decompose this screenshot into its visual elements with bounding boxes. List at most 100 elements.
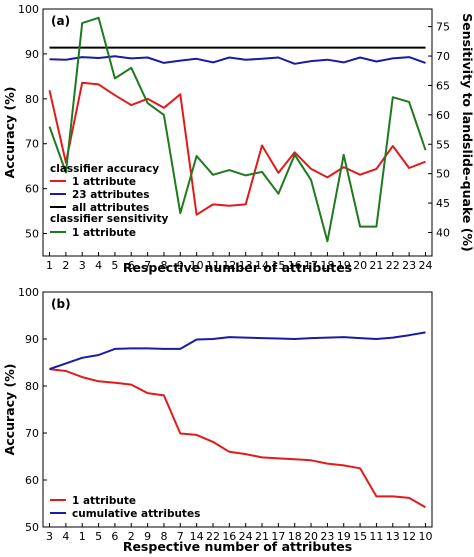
x-tick-label: 16 xyxy=(222,530,236,543)
panel-a-y2-axis-label: Sensitivity to landslide-quake (%) xyxy=(460,13,474,251)
series-cumulative-attributes-line xyxy=(49,331,426,371)
panel-a-y-axis-label: Accuracy (%) xyxy=(2,87,17,179)
panel-a-x-axis-label: Respective number of attributes xyxy=(123,260,352,275)
y2-tick-label: 50 xyxy=(436,168,450,181)
x-tick-label: 10 xyxy=(190,259,204,272)
panel-b-label: (b) xyxy=(51,297,71,311)
x-tick-label: 8 xyxy=(160,530,167,543)
y2-tick-label: 45 xyxy=(436,197,450,210)
panel-b-series-lines xyxy=(49,331,426,509)
y-tick-label: 50 xyxy=(25,521,39,534)
x-tick-label: 6 xyxy=(128,259,135,272)
x-tick-label: 20 xyxy=(353,259,367,272)
legend-heading-classifier-sensitivity: classifier sensitivity xyxy=(50,213,169,225)
x-tick-label: 21 xyxy=(369,259,383,272)
x-tick-label: 1 xyxy=(46,259,53,272)
x-tick-label: 4 xyxy=(95,259,102,272)
panel-b-x-axis-ticks: 3 4 1 5 6 2 9 8 7 14 22 16 24 21 17 18 20 23 19 15 11 13 12 10 xyxy=(46,523,432,543)
panel-a-plot-frame xyxy=(42,8,433,257)
panel-a-y2-axis-ticks: 40 45 50 55 60 65 70 75 xyxy=(428,21,450,239)
x-tick-label: 15 xyxy=(353,530,367,543)
x-tick-label: 15 xyxy=(271,259,285,272)
x-tick-label: 3 xyxy=(79,259,86,272)
series-1-attribute-sensitivity-line xyxy=(48,16,427,243)
panel-a-x-axis-ticks: 1 2 3 4 5 6 7 8 9 10 11 12 13 14 15 16 17 18 19 20 21 22 23 24 xyxy=(46,252,432,272)
y-tick-label: 90 xyxy=(25,333,39,346)
x-tick-label: 9 xyxy=(144,530,151,543)
panel-a-legend: classifier accuracy 1 attribute 23 attri… xyxy=(50,163,169,239)
y2-tick-label: 55 xyxy=(436,138,450,151)
x-tick-label: 13 xyxy=(239,259,253,272)
x-tick-label: 17 xyxy=(271,530,285,543)
x-tick-label: 19 xyxy=(337,530,351,543)
x-tick-label: 10 xyxy=(418,530,432,543)
x-tick-label: 11 xyxy=(369,530,383,543)
y-tick-label: 50 xyxy=(25,228,39,241)
x-tick-label: 23 xyxy=(402,259,416,272)
x-tick-label: 19 xyxy=(337,259,351,272)
panel-a-series-lines xyxy=(48,16,427,243)
legend-label-1-attribute-red: 1 attribute xyxy=(72,176,136,188)
panel-b-x-axis-label: Respective number of attributes xyxy=(123,539,352,554)
x-tick-label: 16 xyxy=(288,259,302,272)
legend-label-cumulative-attributes: cumulative attributes xyxy=(72,508,200,520)
x-tick-label: 24 xyxy=(418,259,432,272)
x-tick-label: 5 xyxy=(95,530,102,543)
panel-b-plot-frame xyxy=(42,291,433,528)
x-tick-label: 11 xyxy=(206,259,220,272)
panel-a-y-axis-ticks: 50 60 70 80 90 100 xyxy=(18,3,47,241)
y-tick-label: 100 xyxy=(18,286,39,299)
panel-a-label: (a) xyxy=(51,14,70,28)
panel-b-y-axis-label: Accuracy (%) xyxy=(2,364,17,456)
x-tick-label: 20 xyxy=(304,530,318,543)
y-tick-label: 80 xyxy=(25,93,39,106)
legend-label-23-attributes: 23 attributes xyxy=(72,189,150,201)
legend-label-all-attributes: all attributes xyxy=(72,202,149,214)
y2-tick-label: 75 xyxy=(436,21,450,34)
series-1-attribute-accuracy-line xyxy=(48,81,426,216)
y2-tick-label: 65 xyxy=(436,79,450,92)
y-tick-label: 70 xyxy=(25,138,39,151)
x-tick-label: 22 xyxy=(386,259,400,272)
x-tick-label: 6 xyxy=(111,530,118,543)
x-tick-label: 18 xyxy=(320,259,334,272)
x-tick-label: 12 xyxy=(222,259,236,272)
legend-heading-classifier-accuracy: classifier accuracy xyxy=(50,163,159,175)
y-tick-label: 90 xyxy=(25,48,39,61)
series-23-attributes-line xyxy=(49,55,426,65)
x-tick-label: 13 xyxy=(386,530,400,543)
x-tick-label: 2 xyxy=(62,259,69,272)
y-tick-label: 70 xyxy=(25,427,39,440)
y2-tick-label: 70 xyxy=(436,50,450,63)
x-tick-label: 7 xyxy=(177,530,184,543)
y2-tick-label: 60 xyxy=(436,109,450,122)
x-tick-label: 18 xyxy=(288,530,302,543)
y-tick-label: 60 xyxy=(25,474,39,487)
y-tick-label: 80 xyxy=(25,380,39,393)
x-tick-label: 23 xyxy=(320,530,334,543)
x-tick-label: 2 xyxy=(128,530,135,543)
x-tick-label: 14 xyxy=(190,530,204,543)
panel-b-legend: 1 attribute cumulative attributes xyxy=(50,495,200,520)
x-tick-label: 4 xyxy=(62,530,69,543)
x-tick-label: 14 xyxy=(255,259,269,272)
x-tick-label: 3 xyxy=(46,530,53,543)
series-1-attribute-line xyxy=(49,368,426,509)
x-tick-label: 7 xyxy=(144,259,151,272)
x-tick-label: 21 xyxy=(255,530,269,543)
x-tick-label: 1 xyxy=(79,530,86,543)
x-tick-label: 12 xyxy=(402,530,416,543)
x-tick-label: 24 xyxy=(239,530,253,543)
y-tick-label: 100 xyxy=(18,3,39,16)
x-tick-label: 17 xyxy=(304,259,318,272)
y-tick-label: 60 xyxy=(25,183,39,196)
x-tick-label: 9 xyxy=(177,259,184,272)
x-tick-label: 5 xyxy=(111,259,118,272)
x-tick-label: 22 xyxy=(206,530,220,543)
x-tick-label: 8 xyxy=(160,259,167,272)
panel-b-y-axis-ticks: 50 60 70 80 90 100 xyxy=(18,286,47,534)
y2-tick-label: 40 xyxy=(436,226,450,239)
